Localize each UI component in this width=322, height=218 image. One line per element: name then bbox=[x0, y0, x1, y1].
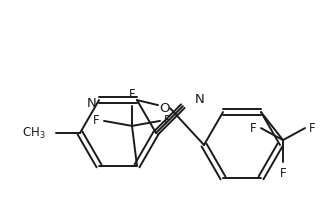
Text: F: F bbox=[129, 88, 135, 101]
Text: F: F bbox=[251, 122, 257, 135]
Text: F: F bbox=[93, 114, 100, 127]
Text: N: N bbox=[195, 93, 205, 106]
Text: N: N bbox=[87, 97, 97, 110]
Text: F: F bbox=[309, 122, 316, 135]
Text: F: F bbox=[164, 114, 171, 127]
Text: CH$_3$: CH$_3$ bbox=[22, 125, 46, 141]
Text: O: O bbox=[160, 102, 170, 115]
Text: F: F bbox=[280, 167, 286, 180]
